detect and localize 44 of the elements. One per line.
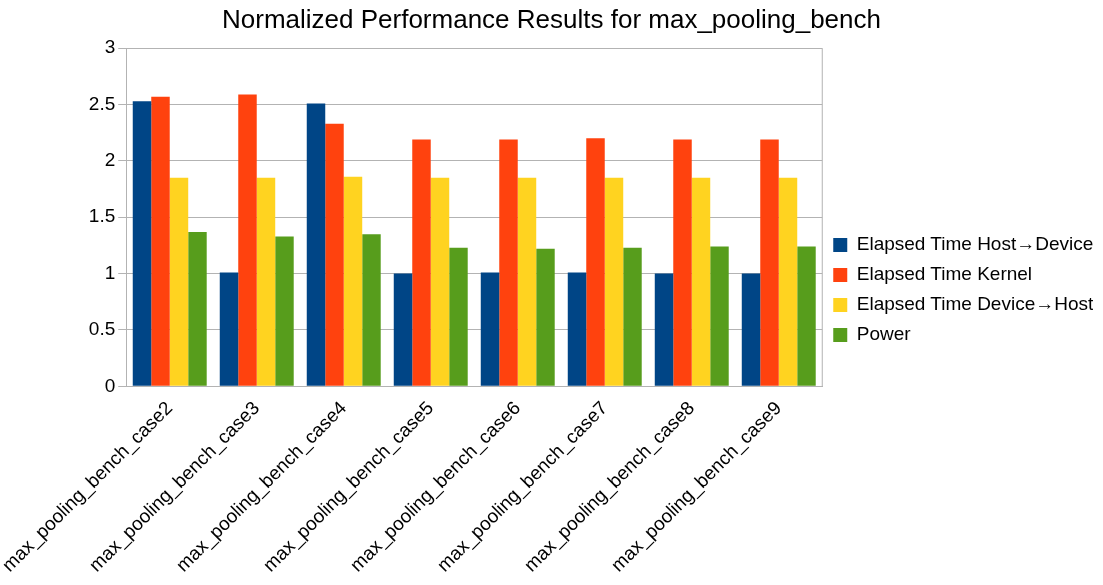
bar xyxy=(132,101,152,386)
y-tick-label: 2 xyxy=(104,149,116,171)
bar xyxy=(430,177,450,386)
y-tick-label: 3 xyxy=(104,36,116,58)
bar xyxy=(151,96,170,386)
bar xyxy=(219,272,239,386)
bar xyxy=(536,248,555,386)
bar xyxy=(393,273,413,386)
legend-label: Elapsed Time Device→Host xyxy=(856,293,1095,315)
bar xyxy=(760,139,779,386)
bar xyxy=(623,247,642,386)
bar xyxy=(673,139,692,386)
bar xyxy=(343,176,363,386)
bar xyxy=(654,273,674,386)
bar xyxy=(778,177,798,386)
legend-label: Power xyxy=(856,323,912,345)
bar xyxy=(449,247,468,386)
y-tick-label: 0 xyxy=(104,374,116,396)
bar xyxy=(188,231,207,386)
bar xyxy=(499,139,518,386)
legend-label: Elapsed Time Host→Device xyxy=(856,233,1094,255)
bar xyxy=(362,234,381,386)
bar xyxy=(238,94,257,386)
bar xyxy=(256,177,276,386)
bar xyxy=(275,236,294,386)
bar xyxy=(325,123,344,386)
y-tick-label: 0.5 xyxy=(88,318,116,340)
bar xyxy=(567,272,587,386)
bar xyxy=(741,273,761,386)
bar xyxy=(586,138,605,386)
bar xyxy=(480,272,500,386)
legend-label: Elapsed Time Kernel xyxy=(856,263,1033,285)
y-tick-label: 1.5 xyxy=(88,205,116,227)
bar xyxy=(517,177,537,386)
bar xyxy=(169,177,189,386)
bar xyxy=(797,246,816,386)
bar xyxy=(306,103,326,386)
bar xyxy=(604,177,624,386)
bar xyxy=(710,246,729,386)
y-tick-label: 1 xyxy=(104,261,116,283)
chart-title: Normalized Performance Results for max_pooling_bench xyxy=(222,3,881,34)
bar xyxy=(412,139,431,386)
y-tick-label: 2.5 xyxy=(88,92,116,114)
bar xyxy=(691,177,711,386)
